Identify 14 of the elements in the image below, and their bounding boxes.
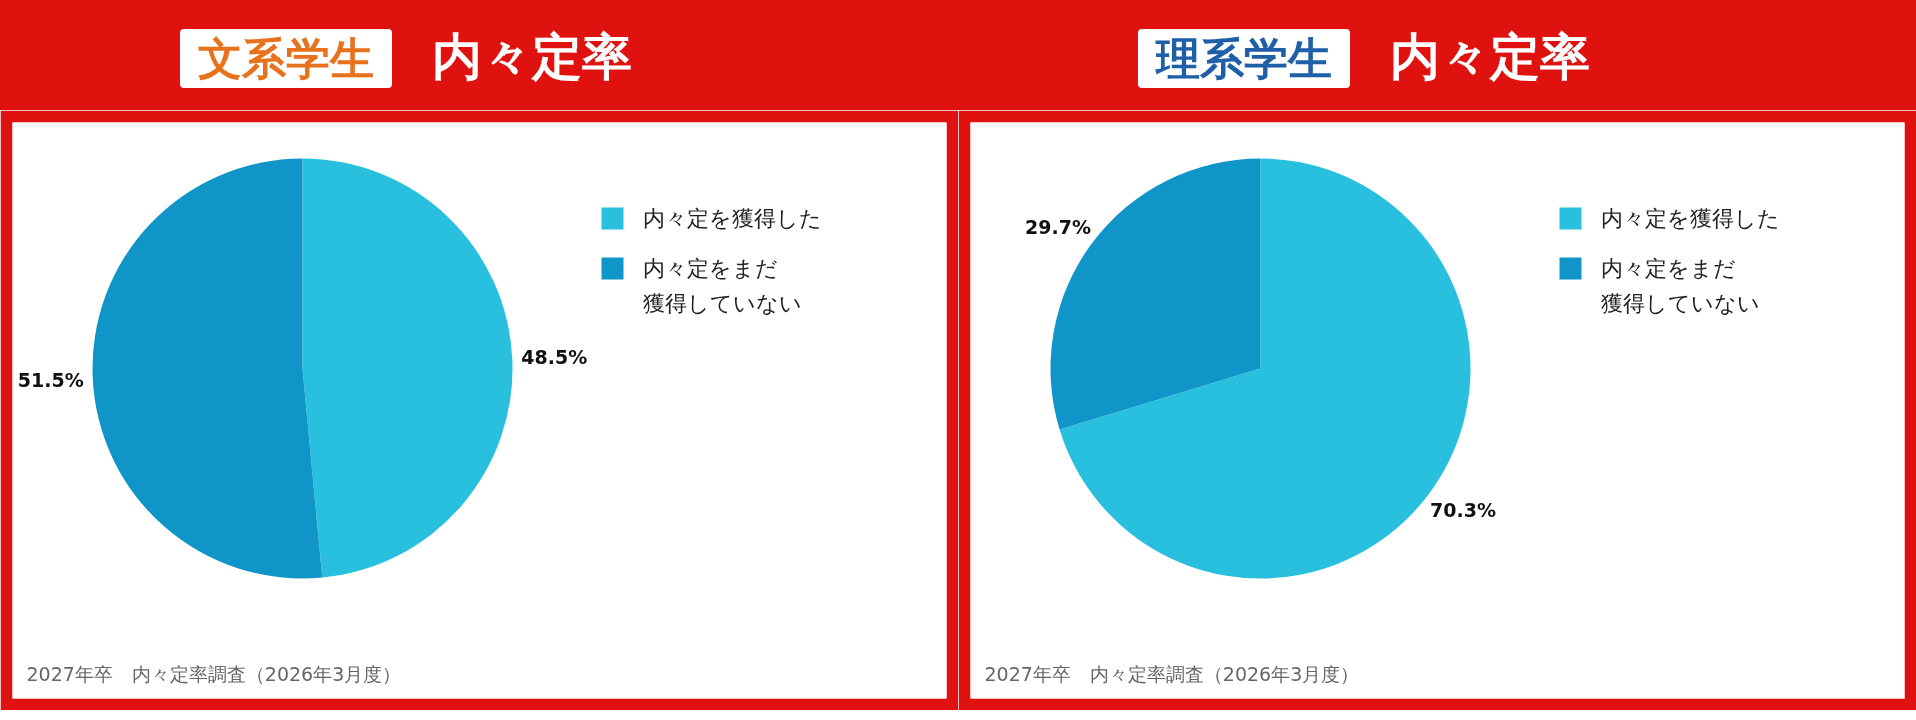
data-label: 29.7% bbox=[1025, 215, 1091, 238]
legend-label: 内々定をまだ獲得していない bbox=[642, 255, 802, 316]
legend-label: 内々定を獲得した bbox=[1600, 205, 1780, 231]
chart-title: 文系学生 bbox=[180, 29, 392, 88]
text: 2027年卒 内々定率調査（2026年3月度） bbox=[984, 662, 1360, 685]
data-label: 51.5% bbox=[17, 368, 84, 391]
legend-label: 内々定をまだ獲得していない bbox=[1600, 255, 1760, 316]
chart-subtitle: 内々定率 bbox=[1390, 28, 1590, 86]
legend-label: 内々定を獲得した bbox=[642, 205, 822, 231]
chart-subtitle: 内々定率 bbox=[432, 28, 632, 86]
data-label: 48.5% bbox=[521, 346, 588, 369]
data-label: 70.3% bbox=[1430, 499, 1496, 522]
text: 2027年卒 内々定率調査（2026年3月度） bbox=[26, 662, 402, 685]
chart-title: 理系学生 bbox=[1138, 29, 1350, 88]
